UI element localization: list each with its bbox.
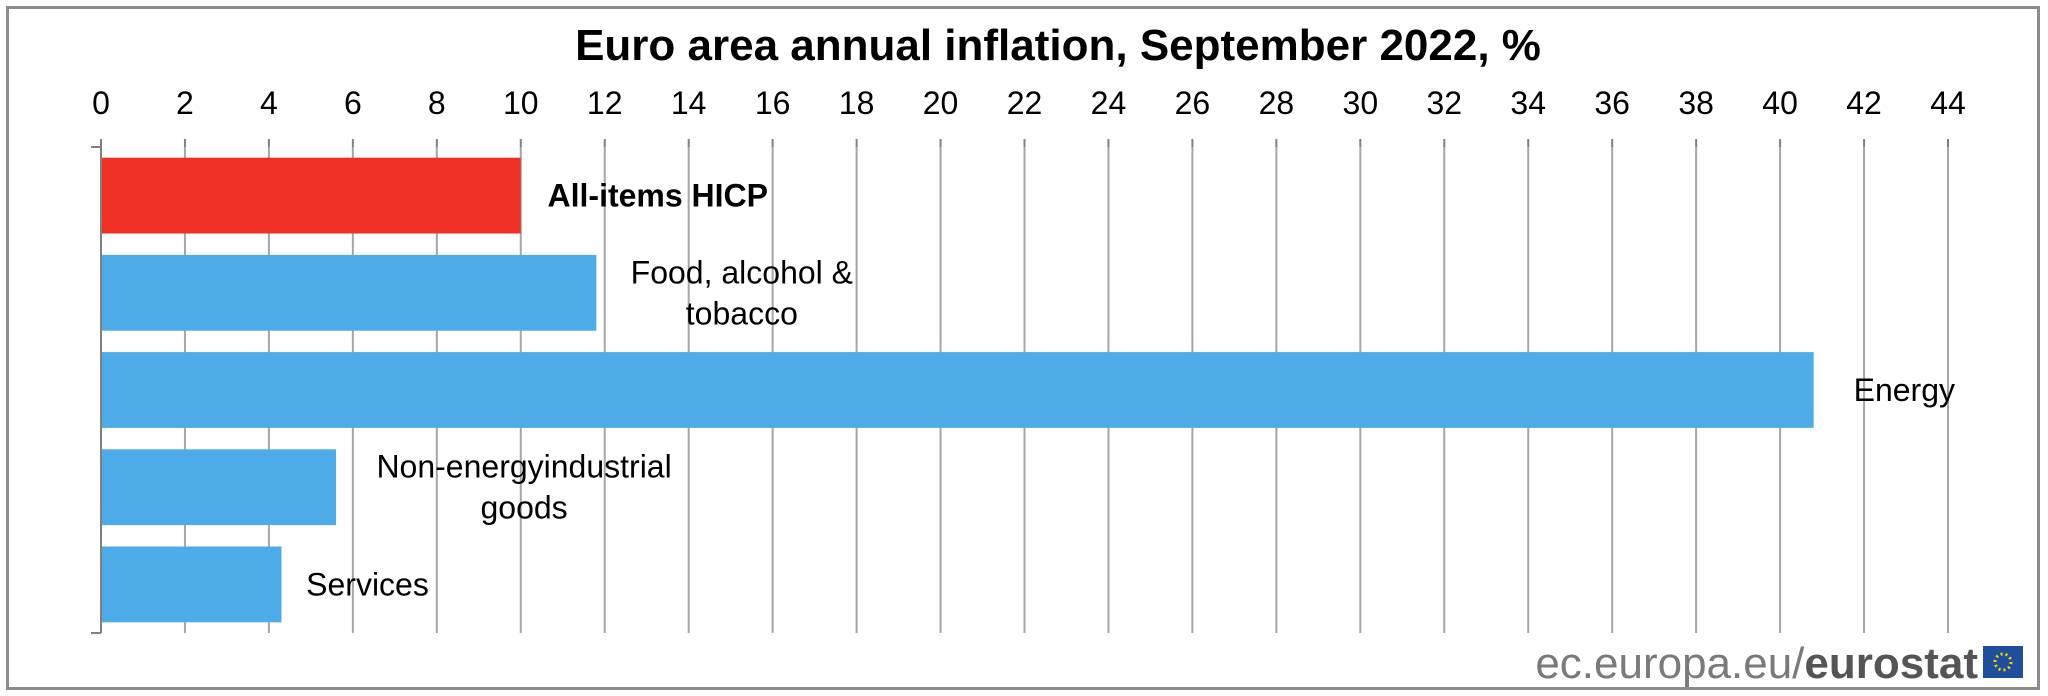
x-tick-label: 40 (1762, 85, 1798, 121)
x-tick-label: 12 (587, 85, 623, 121)
bar (102, 546, 282, 623)
x-tick-label: 34 (1510, 85, 1546, 121)
x-tick-label: 36 (1594, 85, 1630, 121)
bar-label: Food, alcohol & tobacco (631, 254, 853, 331)
x-tick-label: 32 (1426, 85, 1462, 121)
bar (102, 352, 1814, 428)
bar-label: All-items HICP (548, 178, 768, 214)
bar-label-line: All-items HICP (548, 178, 768, 214)
x-tick-label: 44 (1930, 85, 1966, 121)
x-tick-label: 6 (344, 85, 362, 121)
x-tick-label: 16 (755, 85, 791, 121)
x-axis-ticks: 0 2 4 6 8 10 12 14 16 18 20 22 24 26 28 30 32 34 36 38 40 42 4… (92, 85, 1966, 121)
x-tick-label: 26 (1175, 85, 1211, 121)
bar-labels: All-items HICP Food, alcohol & tobacco Ener… (306, 178, 1955, 603)
x-tick-label: 14 (671, 85, 707, 121)
x-tick-label: 20 (923, 85, 959, 121)
chart-title: Euro area annual inflation, September 20… (575, 21, 1541, 70)
x-tick-label: 18 (839, 85, 875, 121)
watermark-site: ec.europa.eu/ (1535, 639, 1805, 688)
x-tick-label: 8 (428, 85, 446, 121)
x-tick-label: 22 (1007, 85, 1043, 121)
eu-flag-icon (1983, 646, 2023, 678)
x-tick-label: 0 (92, 85, 110, 121)
bar-label: Services (306, 566, 429, 602)
bar-label-line: Food, alcohol & (631, 254, 853, 290)
x-tick-label: 42 (1846, 85, 1882, 121)
watermark: ec.europa.eu/eurostat (1535, 639, 2023, 688)
bar (102, 254, 597, 331)
chart-frame (6, 6, 2040, 690)
x-tick-label: 2 (176, 85, 194, 121)
bar-label-line: Energy (1854, 372, 1955, 408)
x-tick-label: 38 (1678, 85, 1714, 121)
bar (102, 157, 521, 234)
x-tick-label: 30 (1343, 85, 1379, 121)
watermark-brand: eurostat (1804, 639, 1978, 688)
x-tick-label: 10 (503, 85, 539, 121)
watermark-text: ec.europa.eu/eurostat (1535, 639, 1978, 688)
bar-label-line: goods (480, 490, 567, 526)
x-tick-label: 28 (1259, 85, 1295, 121)
bar-label: Non-energyindustrial goods (376, 449, 671, 526)
bar (102, 449, 337, 526)
bars (102, 157, 1814, 623)
bar-label-line: Non-energyindustrial (376, 449, 671, 485)
bar-label-line: tobacco (686, 295, 798, 331)
x-tick-label: 24 (1091, 85, 1127, 121)
bar-label-line: Services (306, 566, 429, 602)
x-tick-label: 4 (260, 85, 278, 121)
eu-stars-icon (1993, 652, 2013, 672)
bar-label: Energy (1854, 372, 1955, 408)
